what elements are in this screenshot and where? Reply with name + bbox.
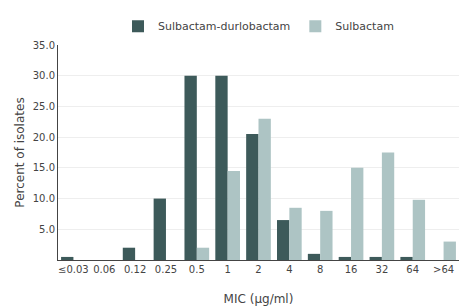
svg-text:0.25: 0.25 — [155, 264, 177, 275]
svg-text:0.5: 0.5 — [189, 264, 205, 275]
svg-text:MIC (μg/ml): MIC (μg/ml) — [224, 292, 294, 306]
svg-text:5.0: 5.0 — [39, 224, 55, 235]
svg-text:2: 2 — [255, 264, 261, 275]
svg-text:16: 16 — [345, 264, 358, 275]
svg-text:10.0: 10.0 — [33, 193, 55, 204]
svg-text:20.0: 20.0 — [33, 132, 55, 143]
svg-text:>64: >64 — [433, 264, 454, 275]
svg-text:0.06: 0.06 — [93, 264, 115, 275]
svg-text:15.0: 15.0 — [33, 162, 55, 173]
svg-text:Sulbactam: Sulbactam — [335, 20, 394, 33]
svg-text:30.0: 30.0 — [33, 70, 55, 81]
svg-text:8: 8 — [317, 264, 323, 275]
svg-text:0.12: 0.12 — [124, 264, 146, 275]
svg-text:35.0: 35.0 — [33, 40, 55, 51]
svg-text:25.0: 25.0 — [33, 101, 55, 112]
svg-text:≤0.03: ≤0.03 — [58, 264, 89, 275]
svg-text:64: 64 — [406, 264, 419, 275]
svg-text:Sulbactam-durlobactam: Sulbactam-durlobactam — [158, 20, 290, 33]
svg-text:1: 1 — [224, 264, 230, 275]
svg-text:32: 32 — [376, 264, 389, 275]
svg-text:4: 4 — [286, 264, 292, 275]
svg-text:Percent of isolates: Percent of isolates — [13, 97, 27, 207]
